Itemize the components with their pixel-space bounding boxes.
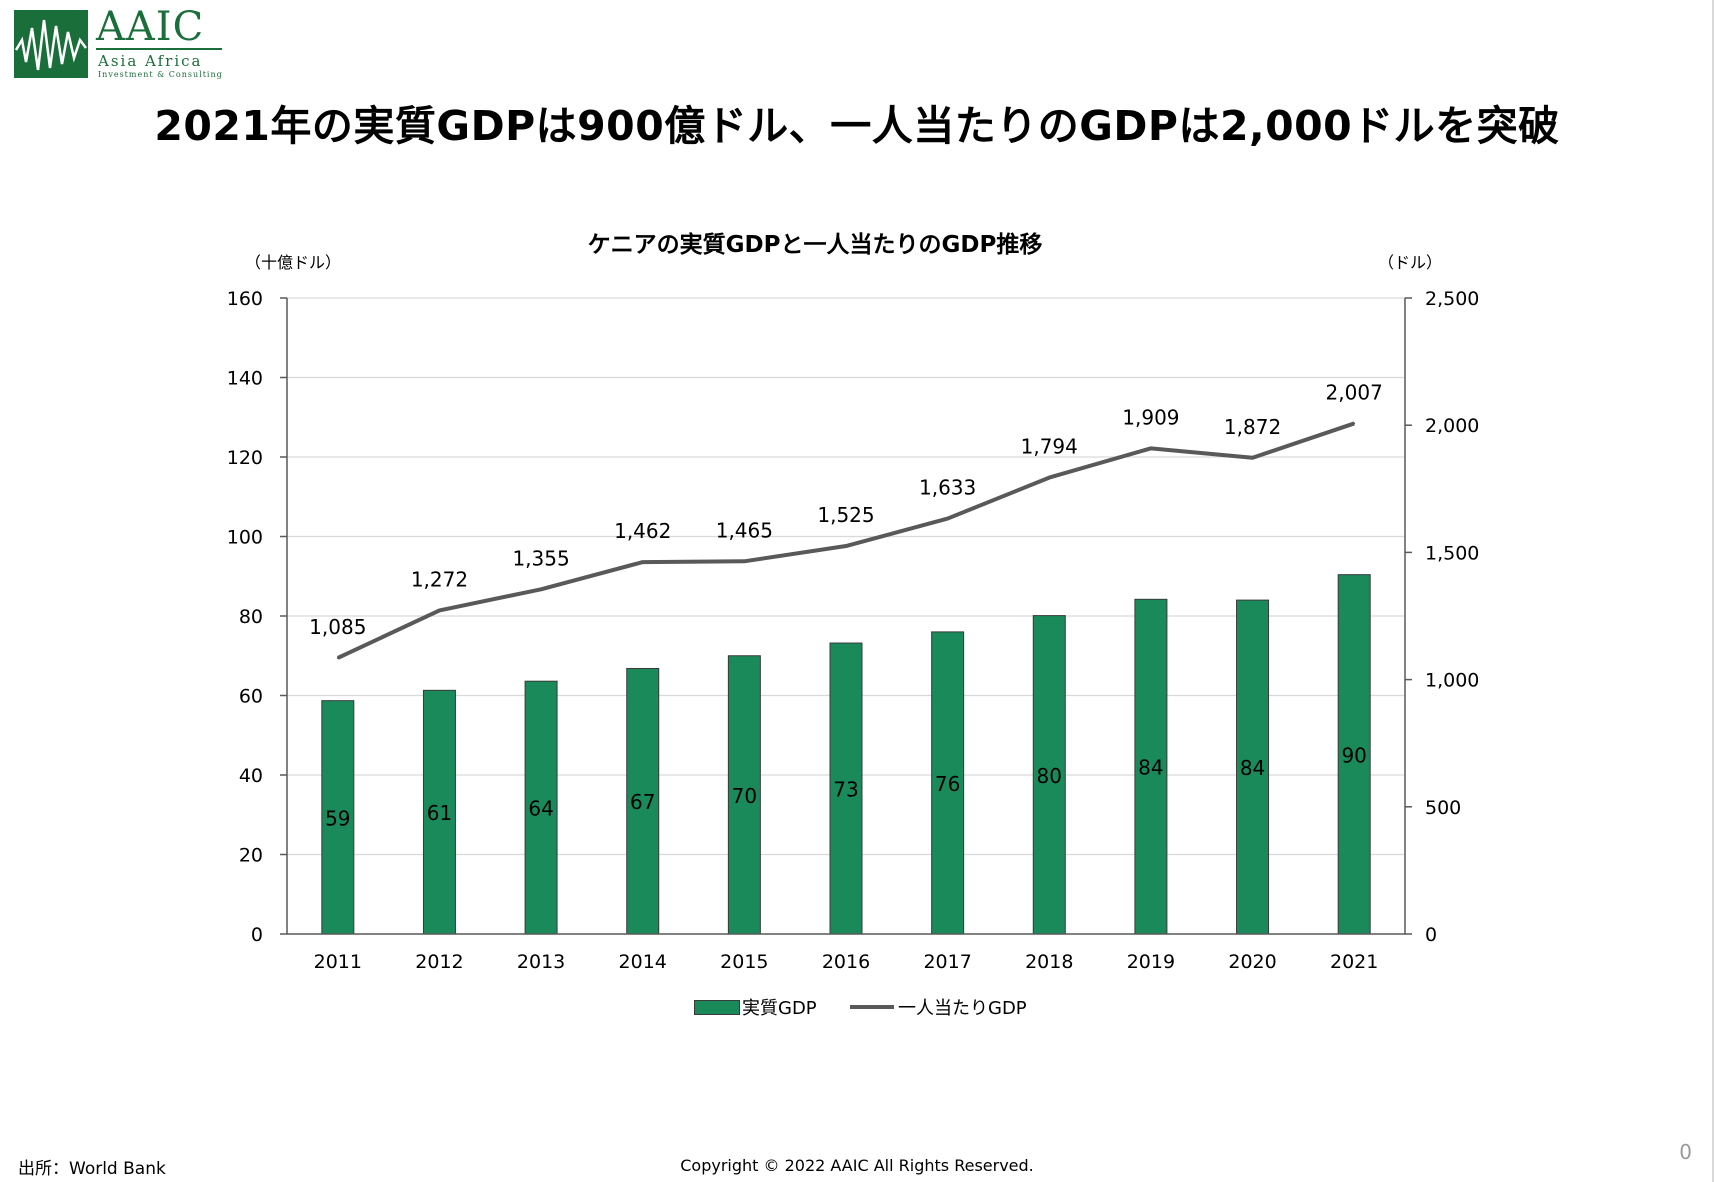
line-per-capita-gdp	[336, 421, 1355, 660]
bar-value-label: 70	[732, 784, 757, 808]
legend-swatch-line	[850, 1005, 894, 1009]
bar-real-gdp-2016	[829, 642, 863, 935]
y-left-tick-label: 60	[239, 686, 263, 708]
y-left-tick-label: 20	[239, 845, 263, 867]
y-left-tick-label: 120	[227, 447, 263, 469]
logo-name: AAIC	[96, 4, 205, 50]
legend-swatch-bar	[694, 1000, 740, 1015]
bar-real-gdp-2021	[1337, 574, 1371, 935]
bar-value-label: 59	[325, 806, 350, 830]
line-value-label: 1,085	[309, 615, 366, 639]
bar-value-label: 64	[528, 797, 553, 821]
y-right-tick-label: 1,500	[1425, 542, 1479, 564]
line-value-label: 1,465	[716, 518, 773, 542]
line-value-label: 2,007	[1326, 380, 1383, 404]
bar-real-gdp-2019	[1134, 598, 1168, 935]
line-value-label: 1,525	[817, 503, 874, 527]
y-left-tick-label: 100	[227, 527, 263, 549]
legend-label-per-capita-gdp: 一人当たりGDP	[898, 998, 1027, 1019]
bar-real-gdp-2012	[422, 689, 456, 935]
bar-real-gdp-2015	[727, 655, 761, 935]
line-value-label: 1,272	[411, 567, 468, 591]
x-tick-label: 2020	[1228, 951, 1276, 973]
line-point-per-capita-gdp	[336, 656, 339, 659]
bar-value-label: 67	[630, 790, 655, 814]
chart-legend: 実質GDP 一人当たりGDP	[0, 994, 1714, 1019]
line-point-per-capita-gdp	[1149, 447, 1152, 450]
x-tick-label: 2014	[619, 951, 667, 973]
x-tick-label: 2021	[1330, 951, 1378, 973]
bar-value-label: 73	[833, 778, 858, 802]
copyright-notice: Copyright © 2022 AAIC All Rights Reserve…	[680, 1156, 1034, 1175]
y-right-tick-label: 2,000	[1425, 415, 1479, 437]
x-tick-label: 2019	[1127, 951, 1175, 973]
bar-real-gdp-2011	[321, 700, 355, 935]
page-number: 0	[1679, 1140, 1692, 1164]
x-tick-label: 2015	[720, 951, 768, 973]
bar-value-label: 90	[1341, 743, 1366, 767]
logo-subline: Investment & Consulting	[98, 70, 223, 79]
line-point-per-capita-gdp	[1251, 456, 1254, 459]
y-left-tick-label: 140	[227, 368, 263, 390]
line-value-label: 1,355	[512, 546, 569, 570]
x-tick-label: 2018	[1025, 951, 1073, 973]
y-left-tick-label: 160	[227, 288, 263, 310]
line-point-per-capita-gdp	[1048, 476, 1051, 479]
line-point-per-capita-gdp	[438, 609, 441, 612]
line-value-label: 1,872	[1224, 415, 1281, 439]
x-tick-label: 2013	[517, 951, 565, 973]
bar-value-label: 76	[935, 772, 960, 796]
slide-border	[1712, 0, 1714, 1182]
bar-real-gdp-2013	[524, 680, 558, 935]
y-right-tick-label: 2,500	[1425, 288, 1479, 310]
y-right-tick-label: 500	[1425, 797, 1461, 819]
line-point-per-capita-gdp	[946, 517, 949, 520]
y-right-tick-label: 1,000	[1425, 670, 1479, 692]
x-tick-label: 2011	[314, 951, 362, 973]
line-value-label: 1,462	[614, 519, 671, 543]
line-point-per-capita-gdp	[540, 588, 543, 591]
bar-value-label: 84	[1240, 756, 1265, 780]
line-point-per-capita-gdp	[1353, 422, 1356, 425]
bar-value-label: 80	[1037, 764, 1062, 788]
y-left-tick-label: 80	[239, 606, 263, 628]
bar-value-label: 84	[1138, 756, 1163, 780]
y-left-tick-label: 0	[251, 924, 263, 946]
logo-tagline: Asia Africa	[98, 52, 203, 70]
line-value-label: 1,909	[1122, 405, 1179, 429]
x-tick-label: 2017	[923, 951, 971, 973]
y-right-unit: （ドル）	[1378, 253, 1442, 272]
line-point-per-capita-gdp	[743, 560, 746, 563]
bar-real-gdp-2020	[1236, 599, 1270, 935]
line-point-per-capita-gdp	[641, 561, 644, 564]
x-tick-label: 2016	[822, 951, 870, 973]
logo-wave-icon	[14, 10, 88, 78]
y-right-tick-label: 0	[1425, 924, 1437, 946]
line-value-label: 1,633	[919, 476, 976, 500]
line-point-per-capita-gdp	[845, 545, 847, 548]
bar-real-gdp-2014	[626, 667, 660, 935]
y-left-unit: （十億ドル）	[245, 253, 341, 272]
company-logo: AAIC Asia Africa Investment & Consulting	[14, 4, 224, 80]
page-title: 2021年の実質GDPは900億ドル、一人当たりのGDPは2,000ドルを突破	[154, 102, 1560, 150]
chart-title: ケニアの実質GDPと一人当たりのGDP推移	[588, 231, 1043, 258]
line-value-label: 1,794	[1021, 435, 1078, 459]
bar-value-label: 61	[427, 801, 452, 825]
bar-real-gdp-2018	[1032, 615, 1066, 935]
legend-label-real-gdp: 実質GDP	[742, 998, 817, 1019]
logo-divider	[96, 48, 222, 50]
x-tick-label: 2012	[415, 951, 463, 973]
y-left-tick-label: 40	[239, 765, 263, 787]
source-note: 出所：World Bank	[18, 1159, 166, 1179]
